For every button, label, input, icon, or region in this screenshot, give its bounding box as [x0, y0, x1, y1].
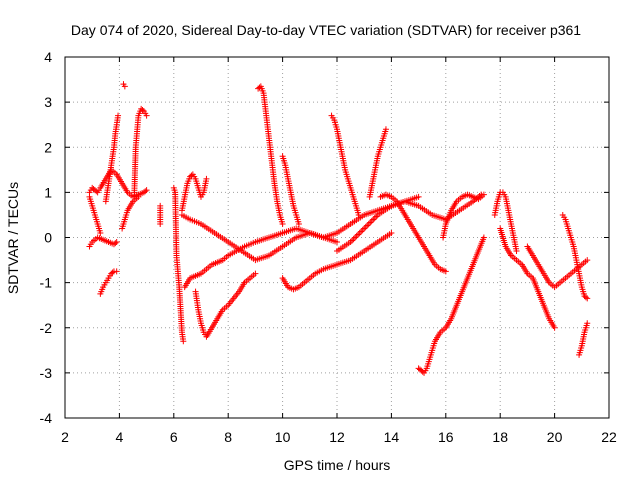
y-tick-label: -1: [40, 275, 53, 291]
data-point: [109, 269, 116, 276]
series-arc-23: [440, 191, 487, 241]
data-point: [382, 126, 389, 133]
y-tick-label: -2: [40, 320, 53, 336]
data-point: [142, 188, 149, 195]
data-point: [139, 107, 146, 114]
data-point: [157, 220, 164, 227]
x-tick-label: 4: [116, 429, 124, 445]
series-arc-16: [279, 153, 302, 227]
data-point: [419, 368, 426, 375]
series-arc-10: [170, 184, 187, 345]
x-tick-label: 20: [547, 429, 563, 445]
x-tick-label: 8: [224, 429, 232, 445]
y-tick-label: -4: [40, 410, 53, 426]
data-point: [584, 257, 591, 264]
data-point: [113, 268, 120, 275]
data-point: [480, 234, 487, 241]
series-arc-28: [576, 320, 591, 358]
series-arc-02: [86, 234, 120, 250]
data-point: [113, 239, 120, 246]
data-point: [143, 187, 150, 194]
data-point: [551, 324, 558, 331]
data-point: [180, 338, 187, 345]
series-arc-15: [255, 83, 286, 227]
data-point: [135, 193, 142, 200]
data-point: [334, 239, 340, 246]
series-arc-09: [157, 202, 164, 227]
series-arc-27: [559, 211, 591, 302]
y-tick-label: 3: [44, 94, 52, 110]
data-point: [97, 229, 104, 236]
x-tick-label: 12: [329, 429, 345, 445]
series-arc-03: [86, 193, 104, 236]
x-tick-label: 14: [384, 429, 400, 445]
series-arc-07: [120, 81, 128, 90]
plot-data: [86, 81, 591, 376]
y-tick-label: 2: [44, 139, 52, 155]
x-tick-label: 2: [61, 429, 69, 445]
x-tick-label: 16: [438, 429, 454, 445]
data-point: [442, 268, 449, 275]
data-point: [112, 240, 119, 247]
series-arc-08: [131, 105, 150, 196]
x-tick-label: 18: [492, 429, 508, 445]
series-arc-14: [192, 270, 259, 340]
data-point: [188, 172, 195, 179]
y-tick-label: 0: [44, 230, 52, 246]
series-arc-18: [328, 112, 362, 218]
series-arc-01: [86, 166, 150, 200]
data-point: [121, 83, 128, 90]
data-point: [355, 211, 362, 218]
data-point: [584, 295, 591, 302]
y-tick-label: 4: [44, 49, 52, 65]
series-arc-05: [102, 112, 122, 205]
x-tick-label: 10: [275, 429, 291, 445]
x-tick-label: 22: [601, 429, 617, 445]
x-tick-label: 6: [170, 429, 178, 445]
data-point: [480, 191, 487, 198]
grid: [65, 57, 609, 418]
data-point: [388, 229, 395, 236]
data-point: [143, 112, 150, 119]
data-point: [203, 175, 210, 182]
series-arc-25: [497, 225, 558, 331]
chart-title: Day 074 of 2020, Sidereal Day-to-day VTE…: [71, 22, 581, 38]
series-arc-19: [366, 126, 389, 200]
data-point: [115, 112, 122, 119]
series-arc-22: [415, 234, 487, 376]
data-point: [513, 248, 520, 255]
data-point: [295, 220, 302, 227]
data-point: [252, 270, 259, 277]
series-arc-11: [178, 171, 210, 214]
series-arc-21: [377, 191, 449, 275]
y-tick-label: 1: [44, 184, 52, 200]
data-point: [93, 188, 100, 195]
y-tick-label: -3: [40, 365, 53, 381]
series-arc-12: [178, 211, 340, 264]
x-axis-label: GPS time / hours: [284, 457, 391, 473]
data-point: [279, 220, 286, 227]
series-arc-24: [491, 189, 520, 255]
data-point: [582, 294, 589, 301]
data-point: [415, 193, 422, 200]
series-arc-06: [119, 193, 142, 232]
series-arc-17: [279, 229, 395, 293]
y-axis-label: SDTVAR / TECUs: [5, 182, 21, 294]
data-point: [584, 320, 591, 327]
series-arc-04: [97, 268, 120, 297]
